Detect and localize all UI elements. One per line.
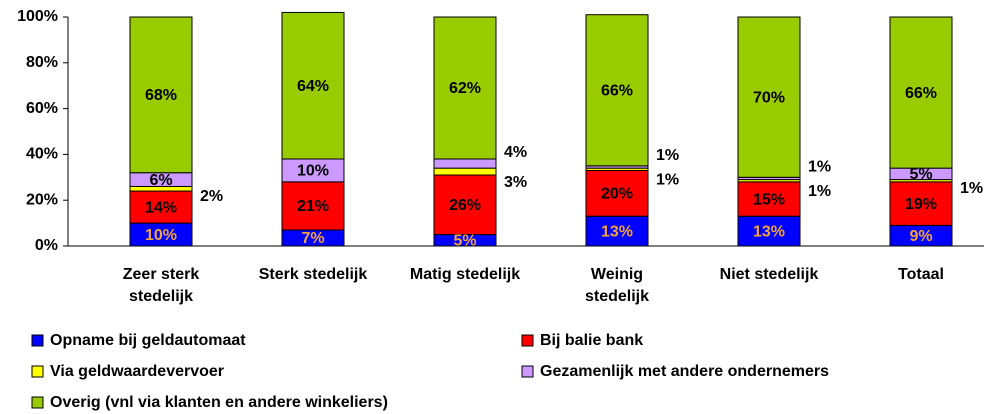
y-tick-label: 40%: [26, 146, 58, 163]
data-label: 1%: [808, 159, 831, 176]
data-label: 10%: [145, 227, 177, 244]
bar-segment: [281, 181, 345, 231]
bar-segment: [585, 215, 649, 247]
bar-segment: [129, 190, 193, 224]
bar-segment: [737, 215, 801, 247]
data-label: 6%: [149, 172, 172, 189]
data-label: 1%: [656, 147, 679, 164]
data-label: 5%: [909, 166, 932, 183]
bar-segment: [129, 16, 193, 174]
legend-label: Bij balie bank: [540, 332, 643, 349]
data-label: 13%: [601, 223, 633, 240]
bar-segment: [433, 174, 497, 236]
bar-segment: [585, 14, 649, 167]
bar-segment: [281, 11, 345, 160]
data-label: 9%: [909, 228, 932, 245]
data-label: 10%: [297, 163, 329, 180]
data-label: 7%: [301, 230, 324, 247]
legend-swatch: [521, 334, 534, 347]
data-label: 13%: [753, 223, 785, 240]
bar-segment: [433, 167, 497, 176]
x-tick-label: Weinig stedelijk: [584, 266, 650, 305]
data-label: 2%: [200, 188, 223, 205]
data-label: 3%: [504, 174, 527, 191]
y-tick-label: 80%: [26, 54, 58, 71]
data-label: 19%: [905, 196, 937, 213]
data-label: 1%: [808, 183, 831, 200]
x-tick-label: Totaal: [898, 266, 944, 283]
data-label: 4%: [504, 144, 527, 161]
data-label: 15%: [753, 191, 785, 208]
legend-swatch: [31, 396, 44, 409]
legend-swatch: [31, 365, 44, 378]
data-label: 70%: [753, 89, 785, 106]
bar-segment: [737, 181, 801, 217]
legend-label: Opname bij geldautomaat: [50, 332, 246, 349]
x-tick-label: Sterk stedelijk: [258, 266, 368, 283]
legend-swatch: [31, 334, 44, 347]
legend-label: Overig (vnl via klanten en andere winkel…: [50, 394, 388, 411]
data-label: 21%: [297, 198, 329, 215]
data-label: 66%: [905, 85, 937, 102]
x-tick-label: Zeer sterk stedelijk: [122, 266, 200, 305]
bar-segment: [737, 16, 801, 178]
data-label: 20%: [601, 186, 633, 203]
data-label: 26%: [449, 197, 481, 214]
legend-label: Via geldwaardevervoer: [50, 363, 224, 380]
data-label: 5%: [453, 232, 476, 249]
data-label: 1%: [960, 180, 983, 197]
data-label: 14%: [145, 199, 177, 216]
legend-swatch: [521, 365, 534, 378]
y-tick-label: 20%: [26, 191, 58, 208]
y-tick-label: 0%: [35, 237, 58, 254]
bar-segment: [433, 16, 497, 160]
x-tick-label: Matig stedelijk: [409, 266, 521, 283]
x-tick-label: Niet stedelijk: [719, 266, 819, 283]
legend-label: Gezamenlijk met andere ondernemers: [540, 363, 829, 380]
data-label: 64%: [297, 78, 329, 95]
bar-segment: [433, 158, 497, 169]
y-tick-label: 100%: [17, 8, 58, 25]
data-label: 62%: [449, 80, 481, 97]
data-label: 68%: [145, 87, 177, 104]
y-tick-label: 60%: [26, 100, 58, 117]
bar-segment: [889, 16, 953, 169]
data-label: 1%: [656, 172, 679, 189]
data-label: 66%: [601, 82, 633, 99]
